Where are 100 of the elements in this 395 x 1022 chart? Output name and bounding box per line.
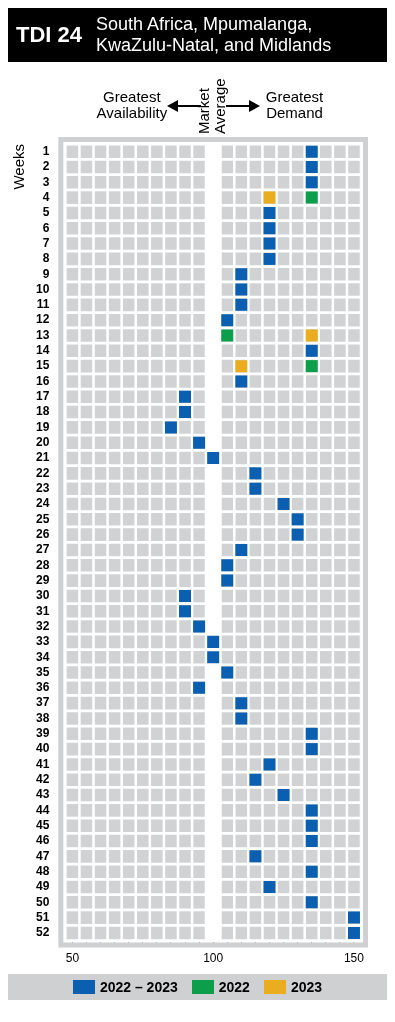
y-tick-label: 13 [35, 327, 50, 342]
point [249, 773, 262, 786]
point [347, 911, 360, 924]
y-tick-label: 29 [35, 572, 50, 587]
point [263, 191, 276, 204]
point [305, 835, 318, 848]
y-tick-label: 17 [35, 389, 50, 404]
y-tick-label: 37 [35, 695, 50, 710]
point [207, 635, 220, 648]
legend-label: 2022 – 2023 [99, 979, 178, 995]
point [235, 268, 248, 281]
point [193, 681, 206, 694]
y-tick-label: 23 [35, 481, 50, 495]
point [263, 758, 276, 771]
y-tick-label: 19 [35, 419, 50, 434]
point [235, 360, 248, 373]
point [221, 559, 234, 572]
y-tick-label: 44 [35, 802, 50, 817]
y-tick-label: 47 [35, 848, 50, 863]
y-tick-label: 1 [42, 143, 50, 158]
point [263, 880, 276, 893]
point [207, 651, 220, 664]
point [179, 390, 192, 403]
point [263, 252, 276, 265]
point [235, 543, 248, 556]
point [249, 850, 262, 863]
y-tick-label: 28 [35, 557, 50, 572]
y-tick-label: 5 [42, 205, 50, 220]
text: Greatest Demand [265, 88, 325, 121]
point [305, 344, 318, 357]
y-tick-label: 38 [35, 710, 50, 725]
y-tick-label: 22 [35, 465, 50, 480]
x-tick-label: 150 [343, 951, 365, 966]
y-tick-label: 42 [35, 772, 50, 787]
point [221, 666, 234, 679]
point [235, 697, 248, 710]
x-tick-label: 100 [203, 951, 224, 966]
y-tick-label: 7 [42, 235, 50, 250]
y-tick-label: 48 [35, 863, 50, 878]
legend-label: 2023 [290, 979, 323, 995]
point [221, 329, 234, 342]
point [193, 620, 206, 633]
y-tick-label: 36 [35, 680, 50, 695]
point [305, 329, 318, 342]
point [179, 605, 192, 618]
point [179, 589, 192, 602]
point [249, 482, 262, 495]
y-tick-label: 33 [35, 634, 50, 649]
y-tick-label: 52 [35, 925, 50, 940]
point [263, 237, 276, 250]
point [291, 528, 304, 541]
point [263, 206, 276, 219]
y-tick-label: 32 [35, 618, 50, 633]
y-tick-label: 11 [36, 297, 50, 312]
y-tick-label: 40 [35, 741, 50, 756]
y-tick-label: 3 [42, 174, 50, 189]
point [221, 314, 234, 327]
point [305, 743, 318, 756]
point [207, 452, 220, 465]
y-tick-label: 6 [42, 220, 50, 235]
y-tick-label: 39 [35, 726, 50, 741]
point [235, 375, 248, 388]
y-tick-label: 24 [35, 496, 50, 511]
point [305, 160, 318, 173]
y-tick-label: 18 [35, 404, 50, 419]
point [305, 896, 318, 909]
point [235, 298, 248, 311]
y-tick-label: 46 [35, 833, 50, 848]
y-tick-label: 50 [35, 894, 50, 909]
y-tick-label: 35 [35, 664, 50, 679]
y-tick-label: 12 [35, 312, 50, 327]
y-tick-label: 34 [35, 649, 50, 664]
y-tick-label: 43 [35, 787, 50, 802]
y-tick-label: 20 [35, 435, 50, 450]
y-tick-label: 26 [35, 526, 50, 541]
chart-subtitle: South Africa, Mpumalanga, KwaZulu-Natal, and Midlands [96, 14, 333, 56]
y-tick-label: 10 [35, 281, 50, 296]
point [305, 360, 318, 373]
point [305, 727, 318, 740]
point [164, 421, 177, 434]
point [263, 222, 276, 235]
chart-title: TDI 24 [16, 22, 83, 48]
ref-line-label: Market Average [195, 78, 229, 134]
point [305, 176, 318, 189]
point [179, 406, 192, 419]
point [193, 436, 206, 449]
point [277, 498, 290, 510]
y-tick-label: 27 [35, 542, 50, 557]
point [249, 467, 262, 480]
y-tick-label: 25 [35, 511, 50, 526]
point [305, 145, 318, 158]
y-tick-label: 15 [35, 358, 50, 373]
y-tick-label: 21 [35, 450, 50, 465]
legend-label: 2022 [218, 979, 250, 995]
point [235, 712, 248, 725]
y-tick-label: 9 [42, 266, 50, 281]
y-axis-title: Weeks [10, 144, 28, 190]
y-tick-label: 31 [35, 603, 50, 618]
y-tick-label: 45 [35, 818, 50, 833]
point [347, 926, 360, 939]
